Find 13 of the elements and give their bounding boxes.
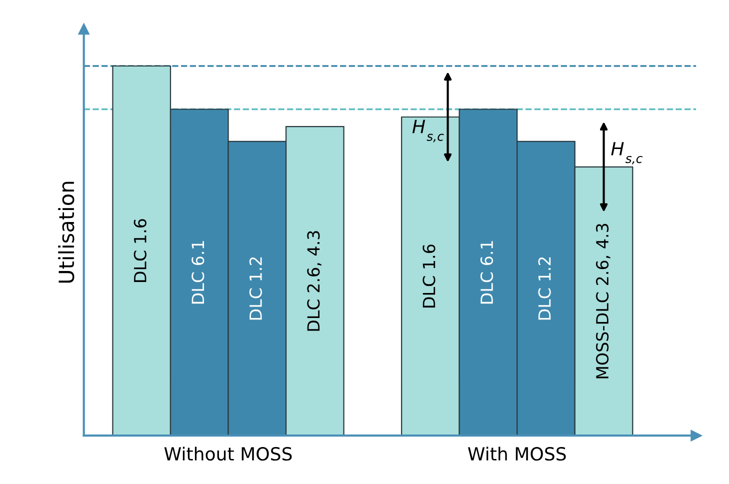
x-tick-label: DLC 6.1 <box>192 241 204 304</box>
x-tick-label: DLC 1.2 <box>249 257 262 320</box>
y-axis-title: Utilisation <box>58 182 74 283</box>
annotation: Hs,c <box>611 142 643 164</box>
x-tick-label: DLC 1.6 <box>422 244 436 308</box>
text: Without MOSS <box>164 446 292 461</box>
x-tick-label: DLC 2.6, 4.3 <box>307 231 322 331</box>
text: With MOSS <box>468 446 566 461</box>
x-tick-label: MOSS-DLC 2.6, 4.3 <box>596 224 610 378</box>
x-tick-label: DLC 6.1 <box>480 241 494 304</box>
annotation: Hs,c <box>412 120 444 142</box>
x-tick-label: DLC 1.2 <box>538 257 551 320</box>
x-tick-label: DLC 1.6 <box>134 219 146 282</box>
